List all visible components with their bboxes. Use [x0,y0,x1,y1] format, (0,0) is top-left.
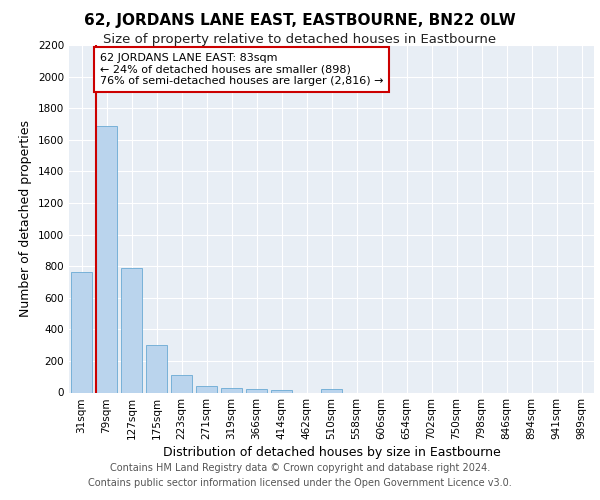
Bar [321,390,342,392]
Text: Contains HM Land Registry data © Crown copyright and database right 2024.
Contai: Contains HM Land Registry data © Crown c… [88,462,512,487]
Text: 62 JORDANS LANE EAST: 83sqm
← 24% of detached houses are smaller (898)
76% of se: 62 JORDANS LANE EAST: 83sqm ← 24% of det… [100,53,383,86]
Text: Size of property relative to detached houses in Eastbourne: Size of property relative to detached ho… [103,32,497,46]
Bar [96,126,117,392]
Y-axis label: Number of detached properties: Number of detached properties [19,120,32,318]
Bar [246,390,267,392]
Bar [146,345,167,393]
Bar [271,390,292,392]
Bar [221,388,242,392]
X-axis label: Distribution of detached houses by size in Eastbourne: Distribution of detached houses by size … [163,446,500,460]
Bar [196,386,217,392]
Text: 62, JORDANS LANE EAST, EASTBOURNE, BN22 0LW: 62, JORDANS LANE EAST, EASTBOURNE, BN22 … [84,12,516,28]
Bar [71,272,92,392]
Bar [171,375,192,392]
Bar [121,268,142,392]
